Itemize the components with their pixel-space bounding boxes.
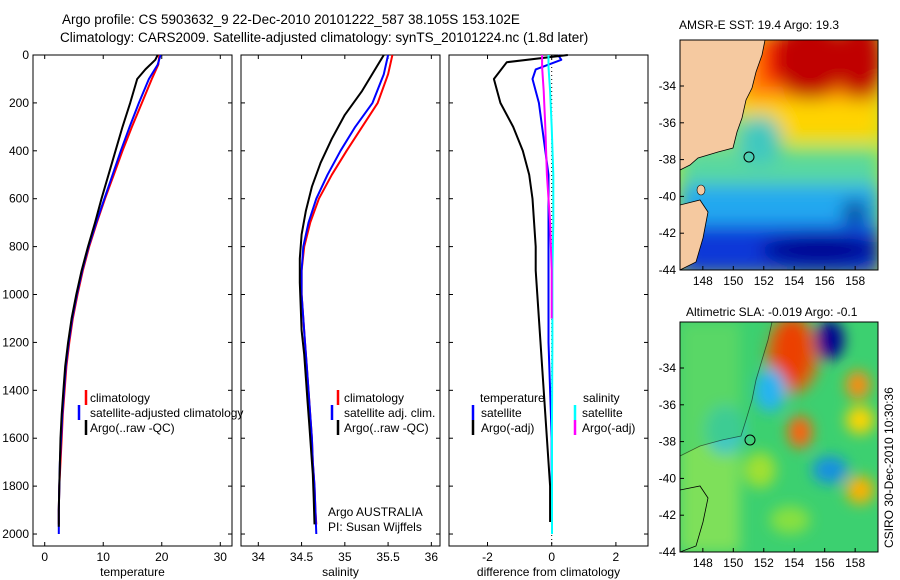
legend-label-argo: Argo(..raw -QC) xyxy=(90,421,175,435)
legend-label-satellite: satellite-adjusted climatology xyxy=(90,406,243,420)
salinity-axes-frame xyxy=(240,54,441,547)
x-tick-label: 35.5 xyxy=(376,550,400,564)
temperature-series-line-2 xyxy=(57,54,159,527)
sla-land xyxy=(680,322,773,457)
map-lat-label: -42 xyxy=(659,508,677,522)
legend-label-climatology: climatology xyxy=(344,391,404,405)
map-lon-label: 152 xyxy=(754,556,774,570)
map-lon-label: 158 xyxy=(845,556,865,570)
map-lat-label: -44 xyxy=(659,263,677,277)
header-line-2: Climatology: CARS2009. Satellite-adjuste… xyxy=(60,30,588,45)
argo-australia-label: Argo AUSTRALIA xyxy=(328,505,423,519)
temperature-axes-frame xyxy=(32,54,233,547)
salinity-panel: 34 34.5 35 35.5 36 salinity xyxy=(240,54,441,579)
sst-island xyxy=(696,184,706,196)
sla-map-title: Altimetric SLA: -0.019 Argo: -0.1 xyxy=(686,305,858,319)
x-tick-label: 0 xyxy=(548,550,555,564)
map-lat-label: -44 xyxy=(659,545,677,559)
sla-tasmania xyxy=(680,485,709,552)
depth-tick-label: 1200 xyxy=(2,335,29,349)
legend-label-satellite: satellite adj. clim. xyxy=(344,406,435,420)
depth-tick-label: 1400 xyxy=(2,383,29,397)
difference-series-line-3 xyxy=(541,55,553,319)
depth-tick-label: 1600 xyxy=(2,431,29,445)
x-tick-label: 2 xyxy=(613,550,620,564)
sst-land xyxy=(680,40,766,171)
legend-label-temp-argo: Argo(-adj) xyxy=(481,421,534,435)
map-lon-label: 148 xyxy=(693,556,713,570)
legend-header-temperature: temperature xyxy=(480,391,545,405)
map-lat-label: -42 xyxy=(659,226,677,240)
x-tick-label: 36 xyxy=(425,550,439,564)
map-lon-label: 150 xyxy=(723,274,743,288)
x-tick-label: -2 xyxy=(482,550,493,564)
map-lon-label: 158 xyxy=(845,274,865,288)
sst-map-frame xyxy=(679,39,879,271)
difference-series-line-1 xyxy=(492,54,568,522)
x-tick-label: 34 xyxy=(252,550,266,564)
x-tick-label: 34.5 xyxy=(290,550,314,564)
map-lon-label: 156 xyxy=(815,274,835,288)
depth-tick-label: 400 xyxy=(9,144,29,158)
x-tick-label: 20 xyxy=(155,550,169,564)
sst-profile-marker xyxy=(743,151,755,163)
pi-label: PI: Susan Wijffels xyxy=(328,520,422,534)
sla-map-frame xyxy=(679,321,879,553)
map-lon-label: 152 xyxy=(754,274,774,288)
depth-tick-label: 1000 xyxy=(2,288,29,302)
difference-xlabel: difference from climatology xyxy=(477,565,620,579)
map-lon-label: 150 xyxy=(723,556,743,570)
legend-label-sal-argo: Argo(-adj) xyxy=(582,421,635,435)
legend-label-argo: Argo(..raw -QC) xyxy=(344,421,429,435)
depth-tick-label: 600 xyxy=(9,192,29,206)
header-line-1: Argo profile: CS 5903632_9 22-Dec-2010 2… xyxy=(62,12,520,27)
map-lon-label: 154 xyxy=(784,274,804,288)
map-lat-label: -40 xyxy=(659,471,677,485)
map-lat-label: -36 xyxy=(659,398,677,412)
map-lat-label: -34 xyxy=(659,79,677,93)
difference-legend: temperature salinity satellite Argo(-adj… xyxy=(471,391,635,435)
sla-profile-marker xyxy=(744,434,756,446)
legend-header-salinity: salinity xyxy=(583,391,620,405)
sla-map: Altimetric SLA: -0.019 Argo: -0.1 xyxy=(659,305,879,570)
legend-label-climatology: climatology xyxy=(90,391,150,405)
sst-tasmania xyxy=(680,199,709,270)
depth-tick-label: 200 xyxy=(9,96,29,110)
salinity-series-line-1 xyxy=(300,54,390,535)
depth-tick-label: 800 xyxy=(9,240,29,254)
map-lat-label: -38 xyxy=(659,153,677,167)
legend-label-sal-satellite: satellite xyxy=(582,406,623,420)
x-tick-label: 30 xyxy=(214,550,228,564)
difference-series-line-2 xyxy=(547,55,555,534)
map-lat-label: -36 xyxy=(659,116,677,130)
salinity-series-line-2 xyxy=(298,54,385,525)
depth-tick-label: 2000 xyxy=(2,527,29,541)
map-lat-label: -38 xyxy=(659,435,677,449)
temperature-xlabel: temperature xyxy=(100,565,165,579)
sst-map: AMSR-E SST: 19.4 Argo: 19.3 xyxy=(659,18,879,288)
map-lon-label: 154 xyxy=(784,556,804,570)
map-lon-label: 156 xyxy=(815,556,835,570)
map-lat-label: -40 xyxy=(659,189,677,203)
x-tick-label: 35 xyxy=(338,550,352,564)
x-tick-label: 0 xyxy=(41,550,48,564)
temperature-panel: 0 10 20 30 temperature 0 200 400 600 800 1000 1200 1… xyxy=(2,48,233,579)
legend-label-temp-satellite: satellite xyxy=(481,406,522,420)
map-lat-label: -34 xyxy=(659,361,677,375)
salinity-legend: climatology satellite adj. clim. Argo(..… xyxy=(328,390,435,534)
map-lon-label: 148 xyxy=(693,274,713,288)
salinity-xlabel: salinity xyxy=(322,565,359,579)
depth-tick-label: 1800 xyxy=(2,479,29,493)
x-tick-label: 10 xyxy=(97,550,111,564)
credit-label: CSIRO 30-Dec-2010 10:30:36 xyxy=(882,387,896,548)
sst-map-title: AMSR-E SST: 19.4 Argo: 19.3 xyxy=(679,18,839,32)
temperature-legend: climatology satellite-adjusted climatolo… xyxy=(77,390,243,435)
depth-tick-label: 0 xyxy=(22,48,29,62)
